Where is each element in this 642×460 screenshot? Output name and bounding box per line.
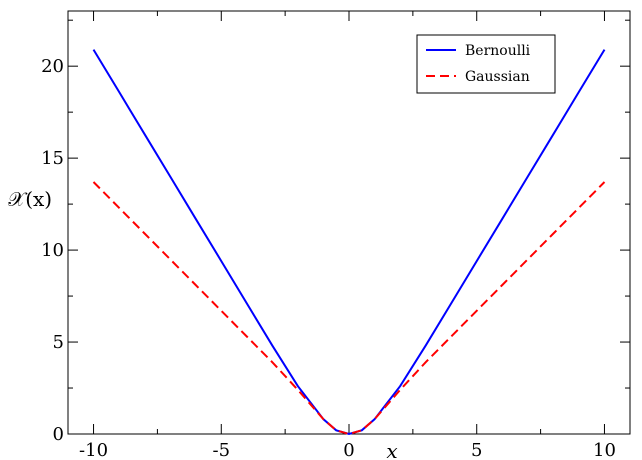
legend-box	[416, 34, 556, 94]
x-tick-label: 5	[471, 440, 482, 460]
legend-label-bernoulli: Bernoulli	[465, 43, 531, 59]
x-tick-label: 10	[593, 440, 616, 460]
tick-labels: -10 -5 0 5 10 0 5 10 15 20	[41, 56, 616, 460]
y-tick-label: 20	[41, 56, 64, 77]
y-tick-label: 15	[41, 148, 64, 169]
x-tick-label: 0	[343, 440, 354, 460]
series-layer	[92, 49, 606, 436]
x-tick-label: -10	[79, 440, 108, 460]
y-axis-label: 𝒳(x)	[8, 187, 52, 211]
legend: Bernoulli Gaussian	[416, 34, 556, 94]
y-tick-label: 0	[53, 424, 64, 445]
series-line-gaussian	[92, 181, 606, 436]
y-tick-label: 5	[53, 332, 64, 353]
series-line-bernoulli	[92, 49, 606, 436]
x-tick-label: -5	[212, 440, 230, 460]
y-tick-label: 10	[41, 240, 64, 261]
legend-label-gaussian: Gaussian	[465, 69, 530, 85]
axis-ticks	[68, 11, 630, 435]
x-axis-label: x	[386, 439, 397, 460]
